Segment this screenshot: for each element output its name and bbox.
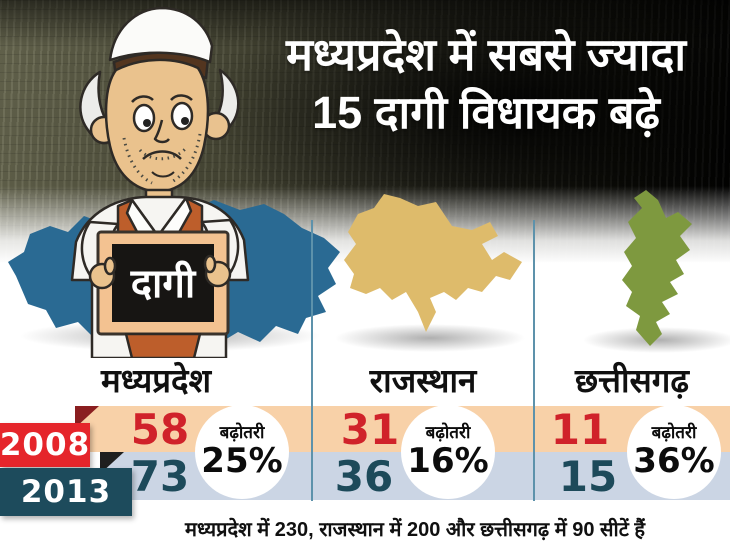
headline: मध्यप्रदेश में सबसे ज्यादा 15 दागी विधाय… (250, 26, 722, 141)
stubble-right (169, 133, 202, 185)
column-divider-2 (533, 220, 535, 501)
pupil-right (181, 117, 189, 125)
value-2013-rajasthan: 36 (334, 452, 394, 501)
state-label-rajasthan: राजस्थान (369, 362, 477, 399)
face (104, 58, 210, 194)
growth-word: बढ़ोतरी (425, 423, 471, 442)
stubble-left (122, 137, 153, 185)
state-label-madhya-pradesh: मध्यप्रदेश (100, 362, 212, 399)
frown-mouth (142, 150, 182, 160)
thumb-left (103, 256, 117, 276)
value-2013-chhattisgarh: 15 (558, 452, 618, 501)
value-2008-chhattisgarh: 11 (550, 405, 610, 454)
gandhi-cap (108, 6, 214, 64)
eyebrow-right (170, 94, 193, 101)
value-2013-madhya-pradesh: 73 (130, 452, 190, 501)
growth-pct-rajasthan: 16% (407, 441, 489, 481)
politician-cartoon: दागी (70, 6, 250, 358)
growth-pct-madhya-pradesh: 25% (201, 441, 283, 481)
growth-badge-rajasthan: बढ़ोतरी 16% (401, 405, 495, 499)
rajasthan-map-shape (344, 194, 522, 332)
year-ribbon-2008: 2008 (0, 423, 90, 467)
slate-text: दागी (130, 260, 197, 306)
thumb-right (203, 254, 217, 274)
growth-pct-chhattisgarh: 36% (633, 441, 715, 481)
growth-badge-chhattisgarh: बढ़ोतरी 36% (627, 405, 721, 499)
rajasthan-map-shadow (335, 324, 525, 352)
headline-line1: मध्यप्रदेश में सबसे ज्यादा (285, 29, 687, 80)
chin-crease (151, 171, 175, 178)
pupil-left (143, 119, 151, 127)
chhattisgarh-map (622, 190, 692, 346)
eyebrow-left (131, 95, 154, 103)
value-2008-rajasthan: 31 (340, 405, 400, 454)
eye-left (132, 103, 156, 133)
nose (153, 119, 170, 144)
growth-word: बढ़ोतरी (651, 423, 697, 442)
rajasthan-map (344, 194, 522, 332)
headline-line2: 15 दागी विधायक बढ़े (312, 86, 660, 138)
vest-bottom (124, 332, 202, 358)
year-ribbon-2013: 2013 (0, 468, 132, 516)
chhattisgarh-map-shape (622, 190, 692, 346)
slate-board (112, 244, 214, 322)
growth-word: बढ़ोतरी (219, 423, 265, 442)
footer-note: मध्यप्रदेश में 230, राजस्थान में 200 और … (185, 519, 645, 541)
stubble-chin (138, 146, 188, 161)
eye-right (170, 101, 194, 131)
column-divider-1 (311, 220, 313, 501)
growth-badge-madhya-pradesh: बढ़ोतरी 25% (195, 405, 289, 499)
state-label-chhattisgarh: छत्तीसगढ़ (575, 362, 689, 399)
value-2008-madhya-pradesh: 58 (130, 405, 190, 454)
